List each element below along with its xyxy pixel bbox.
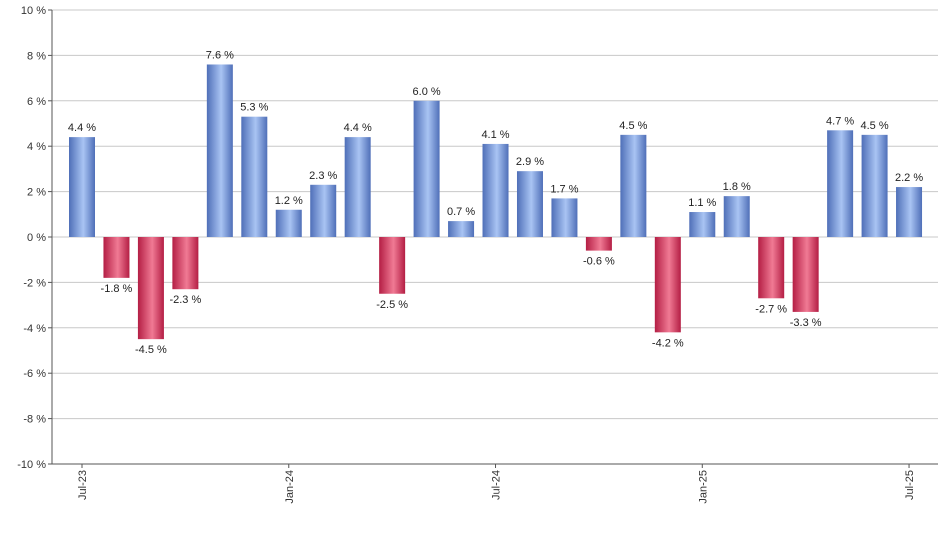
x-tick-label: Jul-23	[77, 470, 89, 500]
bar-positive	[241, 116, 268, 237]
y-tick-label: 8 %	[27, 50, 46, 62]
bar-positive	[310, 184, 337, 237]
data-label: -1.8 %	[101, 283, 133, 295]
bar-positive	[344, 137, 371, 237]
data-label: 4.5 %	[619, 120, 647, 132]
data-label: -2.7 %	[755, 303, 787, 315]
bars	[69, 64, 923, 340]
y-axis-ticks: 10 % 8 % 6 % 4 % 2 % 0 % -2 % -4 % -6 % -8 % -10 %	[17, 5, 52, 471]
data-label: 4.1 %	[481, 129, 509, 141]
bar-positive	[896, 187, 923, 237]
bar-negative	[103, 237, 130, 278]
bar-positive	[448, 221, 475, 237]
bar-negative	[172, 237, 199, 290]
data-label: 0.7 %	[447, 206, 475, 218]
bar-positive	[275, 209, 302, 237]
bar-positive	[827, 130, 854, 237]
data-label: -0.6 %	[583, 256, 615, 268]
y-tick-label: 2 %	[27, 187, 46, 199]
y-tick-label: -10 %	[17, 459, 46, 471]
bar-positive	[516, 171, 543, 237]
bar-negative	[792, 237, 819, 312]
data-label: 1.1 %	[688, 197, 716, 209]
data-label: 1.7 %	[550, 183, 578, 195]
data-label: 2.3 %	[309, 170, 337, 182]
x-tick-label: Jul-25	[904, 470, 916, 500]
y-tick-label: 4 %	[27, 141, 46, 153]
bar-positive	[723, 196, 750, 237]
bar-positive	[69, 137, 95, 237]
x-tick-label: Jan-24	[284, 470, 296, 504]
y-tick-label: -8 %	[23, 414, 46, 426]
x-tick-label: Jan-25	[697, 470, 709, 504]
bar-positive	[413, 100, 440, 237]
y-tick-label: 0 %	[27, 232, 46, 244]
bar-positive	[620, 134, 647, 237]
data-label: 2.2 %	[895, 172, 923, 184]
bar-negative	[585, 237, 612, 251]
data-label: -3.3 %	[790, 317, 822, 329]
bar-negative	[654, 237, 681, 333]
data-label: 1.2 %	[275, 195, 303, 207]
y-tick-label: 10 %	[21, 5, 46, 17]
bar-negative	[758, 237, 785, 299]
data-label: 4.4 %	[344, 122, 372, 134]
data-label: 6.0 %	[413, 86, 441, 98]
bar-negative	[137, 237, 164, 340]
data-label: -4.2 %	[652, 337, 684, 349]
y-tick-label: -6 %	[23, 368, 46, 380]
x-tick-label: Jul-24	[491, 470, 503, 500]
data-label: 4.5 %	[861, 120, 889, 132]
y-tick-label: -4 %	[23, 323, 46, 335]
bar-negative	[379, 237, 406, 294]
y-tick-label: -2 %	[23, 277, 46, 289]
data-label: 5.3 %	[240, 102, 268, 114]
data-labels: 4.4 % -1.8 % -4.5 % -2.3 % 7.6 % 5.3 % 1.2 % 2.…	[68, 49, 923, 356]
axes	[51, 10, 938, 465]
data-label: -2.3 %	[169, 294, 201, 306]
bar-positive	[551, 198, 578, 237]
x-axis-ticks: Jul-23 Jan-24 Jul-24 Jan-25 Jul-25	[77, 464, 916, 504]
data-label: -2.5 %	[376, 299, 408, 311]
data-label: 4.7 %	[826, 115, 854, 127]
data-label: 7.6 %	[206, 49, 234, 61]
bar-positive	[689, 212, 716, 237]
data-label: 2.9 %	[516, 156, 544, 168]
bar-positive	[861, 134, 888, 237]
data-label: 1.8 %	[723, 181, 751, 193]
bar-positive	[206, 64, 233, 237]
bar-positive	[482, 143, 509, 237]
data-label: 4.4 %	[68, 122, 96, 134]
data-label: -4.5 %	[135, 344, 167, 356]
y-tick-label: 6 %	[27, 96, 46, 108]
